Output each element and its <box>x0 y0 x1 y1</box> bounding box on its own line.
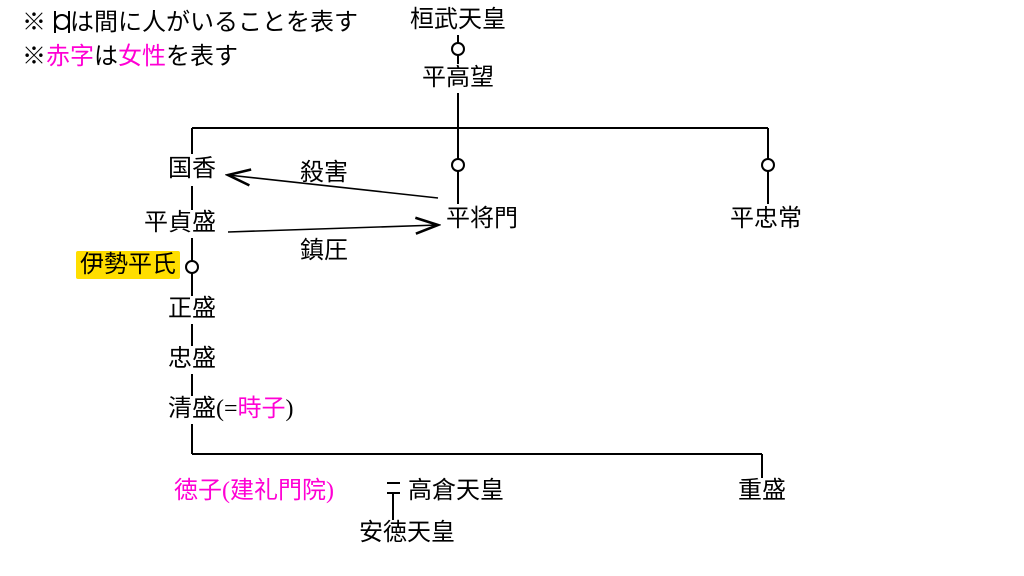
person-takamochi: 平高望 <box>422 65 494 91</box>
person-antoku: 安徳天皇 <box>359 520 455 546</box>
person-masakado: 平将門 <box>446 206 518 232</box>
legend1-prefix: ※ <box>22 10 52 36</box>
label-ise-heishi: 伊勢平氏 <box>76 252 180 278</box>
legend1-note: は間に人がいることを表す <box>70 10 358 36</box>
legend2-red2: 女性 <box>118 44 166 70</box>
person-tokushi-row: 徳子(建礼門院) <box>174 478 334 504</box>
legend2-prefix: ※ <box>22 44 46 70</box>
person-masamori: 正盛 <box>168 296 216 322</box>
person-kunika: 国香 <box>168 156 216 182</box>
person-kiyomori: 清盛 <box>168 396 216 422</box>
person-tokiko: 時子 <box>238 396 286 422</box>
person-shigemori: 重盛 <box>738 478 786 504</box>
person-kiyomori-row: 清盛(=時子) <box>168 396 294 422</box>
legend2-red1: 赤字 <box>46 44 94 70</box>
legend-line-2: ※赤字は女性を表す <box>22 44 238 70</box>
legend-line-1: ※ は間に人がいることを表す <box>22 10 358 36</box>
person-tadamori: 忠盛 <box>168 346 216 372</box>
person-tokushi: 徳子 <box>174 478 222 504</box>
person-kenreimonin: 建礼門院 <box>230 478 326 504</box>
annotation-satsugai: 殺害 <box>300 160 348 186</box>
person-tadatsune: 平忠常 <box>730 206 802 232</box>
annotation-chinatsu: 鎮圧 <box>300 238 348 264</box>
person-takakura: 高倉天皇 <box>408 478 504 504</box>
legend2-suffix: を表す <box>166 44 238 70</box>
ise-heishi-highlight: 伊勢平氏 <box>76 251 180 279</box>
person-sadamori: 平貞盛 <box>144 210 216 236</box>
tree-lines <box>0 0 1024 576</box>
legend2-mid: は <box>94 44 118 70</box>
person-kanmu: 桓武天皇 <box>410 7 506 33</box>
